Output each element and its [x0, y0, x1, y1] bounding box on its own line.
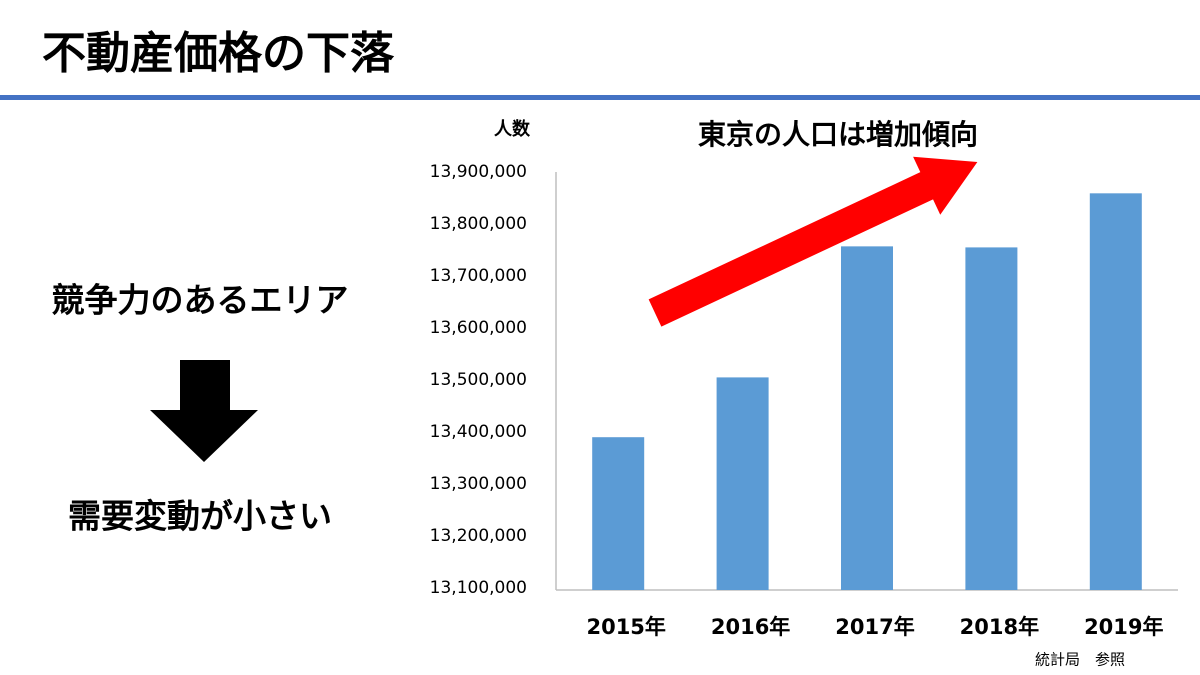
result-text: 需要変動が小さい — [68, 497, 332, 536]
y-tick-label: 13,500,000 — [430, 370, 527, 390]
x-tick-label: 2016年 — [711, 615, 790, 639]
bar — [1089, 193, 1142, 590]
point-text: 競争力のあるエリア — [52, 281, 349, 320]
title-rule — [0, 95, 1200, 100]
y-tick-label: 13,300,000 — [430, 474, 527, 494]
y-tick-label: 13,100,000 — [430, 578, 527, 598]
slide-title: 不動産価格の下落 — [42, 28, 395, 79]
y-tick-label: 13,900,000 — [430, 162, 527, 182]
bar — [965, 247, 1018, 590]
x-tick-label: 2018年 — [960, 615, 1039, 639]
bar — [841, 246, 893, 591]
x-tick-label: 2015年 — [586, 615, 665, 639]
down-arrow — [150, 360, 258, 462]
trend-arrow-shape — [648, 156, 978, 327]
chart-title: 東京の人口は増加傾向 — [698, 118, 978, 151]
trend-arrow — [648, 156, 978, 327]
plot — [592, 193, 1142, 591]
source-note: 統計局 参照 — [1035, 651, 1125, 669]
x-tick-label: 2017年 — [835, 615, 914, 639]
bar — [716, 377, 769, 590]
y-axis-label: 人数 — [494, 118, 531, 140]
y-tick-label: 13,600,000 — [430, 318, 527, 338]
bar — [592, 437, 645, 590]
y-tick-label: 13,200,000 — [430, 526, 527, 546]
x-tick-label: 2019年 — [1084, 615, 1163, 639]
y-tick-label: 13,400,000 — [430, 422, 527, 442]
y-tick-label: 13,800,000 — [430, 214, 527, 234]
y-tick-label: 13,700,000 — [430, 266, 527, 286]
